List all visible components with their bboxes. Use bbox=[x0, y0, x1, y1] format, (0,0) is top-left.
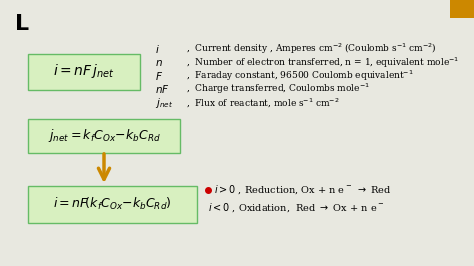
Text: $i$: $i$ bbox=[155, 43, 160, 55]
Text: $n$: $n$ bbox=[155, 58, 163, 68]
Text: $nF$: $nF$ bbox=[155, 83, 170, 95]
Text: ,  Current density , Amperes cm$^{-2}$ (Coulomb s$^{-1}$ cm$^{-2}$): , Current density , Amperes cm$^{-2}$ (C… bbox=[186, 42, 437, 56]
Text: L: L bbox=[15, 14, 29, 34]
Text: $i = nF\!\left(k_f C_{Ox}{-}k_b C_{Rd}\right)$: $i = nF\!\left(k_f C_{Ox}{-}k_b C_{Rd}\r… bbox=[53, 196, 172, 212]
Text: $j_{net} = k_f C_{Ox}{-}k_b C_{Rd}$: $j_{net} = k_f C_{Ox}{-}k_b C_{Rd}$ bbox=[47, 127, 160, 143]
Text: ,  Charge transferred, Coulombs mole$^{-1}$: , Charge transferred, Coulombs mole$^{-1… bbox=[186, 82, 370, 96]
Text: ,  Faraday constant, 96500 Coulomb equivalent$^{-1}$: , Faraday constant, 96500 Coulomb equiva… bbox=[186, 69, 414, 83]
FancyBboxPatch shape bbox=[28, 119, 180, 153]
Text: $i>0$ , Reduction, Ox + n e$^-$ $\rightarrow$ Red: $i>0$ , Reduction, Ox + n e$^-$ $\righta… bbox=[214, 184, 392, 196]
Text: $i = nF\,j_{net}$: $i = nF\,j_{net}$ bbox=[53, 62, 115, 80]
Text: ,  Number of electron transferred, n = 1, equivalent mole$^{-1}$: , Number of electron transferred, n = 1,… bbox=[186, 56, 459, 70]
Text: ,  Flux of reactant, mole s$^{-1}$ cm$^{-2}$: , Flux of reactant, mole s$^{-1}$ cm$^{-… bbox=[186, 97, 340, 110]
FancyBboxPatch shape bbox=[28, 54, 140, 90]
Text: $F$: $F$ bbox=[155, 70, 163, 82]
Text: $i<0$ , Oxidation,  Red $\rightarrow$ Ox + n e$^-$: $i<0$ , Oxidation, Red $\rightarrow$ Ox … bbox=[208, 202, 384, 214]
Text: $j_{net}$: $j_{net}$ bbox=[155, 96, 173, 110]
FancyBboxPatch shape bbox=[28, 186, 197, 223]
FancyBboxPatch shape bbox=[450, 0, 474, 18]
